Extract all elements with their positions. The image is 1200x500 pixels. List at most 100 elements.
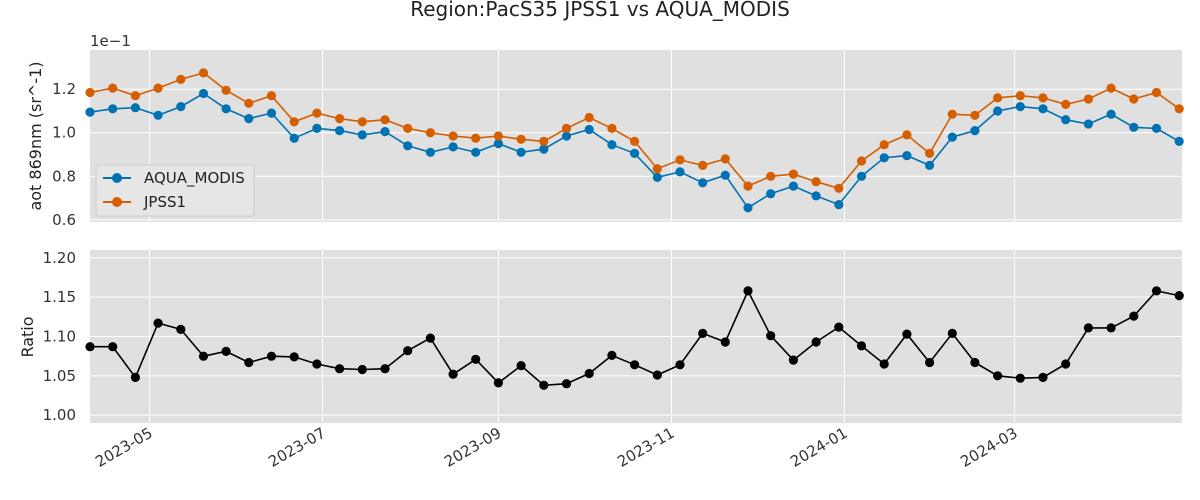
aqua-modis-point: [675, 167, 685, 177]
ratio-y-tick-label: 1.20: [43, 249, 76, 267]
jpss1-point: [698, 160, 708, 170]
aot-panel: 0.6 0.8 1.0 1.2 1e−1 aot 869nm (sr^-1) AQUA…: [26, 32, 1184, 229]
ratio-point: [834, 322, 844, 332]
jpss1-point: [607, 123, 617, 133]
ratio-point: [925, 357, 935, 368]
aqua-modis-point: [788, 181, 799, 191]
ratio-y-axis-label: Ratio: [18, 316, 37, 357]
jpss1-point: [1083, 94, 1093, 104]
ratio-point: [130, 372, 140, 382]
ratio-grid: [90, 250, 1182, 423]
ratio-point: [720, 337, 730, 347]
aqua-modis-point: [130, 103, 140, 113]
aqua-modis-point: [947, 132, 957, 142]
jpss1-point: [85, 87, 95, 98]
jpss1-point: [811, 177, 821, 187]
ratio-point: [561, 379, 572, 389]
aqua-modis-point: [720, 170, 730, 180]
legend: AQUA_MODIS JPSS1: [95, 164, 255, 217]
aqua-modis-point: [1083, 119, 1093, 129]
chart-title: Region:PacS35 JPSS1 vs AQUA_MODIS: [410, 0, 790, 21]
legend-aqua-modis-marker: [112, 173, 122, 183]
jpss1-point: [380, 115, 390, 125]
ratio-point: [1061, 359, 1071, 369]
aot-y-tick-label: 0.6: [52, 211, 76, 229]
x-tick-label: 2023-07: [265, 424, 328, 471]
jpss1-point: [788, 169, 799, 179]
ratio-point: [1151, 286, 1162, 296]
jpss1-point: [176, 74, 186, 84]
jpss1-point: [766, 171, 776, 181]
ratio-point: [85, 342, 95, 352]
jpss1-point: [1106, 83, 1116, 93]
aot-y-axis-label: aot 869nm (sr^-1): [26, 61, 45, 210]
ratio-point: [176, 324, 186, 334]
jpss1-point: [925, 148, 935, 158]
jpss1-point: [1151, 87, 1162, 98]
ratio-point: [1106, 323, 1116, 333]
aqua-modis-point: [1151, 123, 1162, 133]
aqua-modis-point: [539, 144, 549, 154]
ratio-point: [244, 357, 254, 368]
x-tick-label: 2024-01: [787, 424, 850, 471]
jpss1-point: [652, 164, 662, 174]
jpss1-point: [108, 83, 118, 93]
ratio-point: [675, 360, 685, 370]
aqua-modis-point: [153, 110, 163, 120]
aqua-modis-point: [198, 88, 209, 99]
aqua-modis-point: [403, 141, 413, 151]
aot-plot-background: [90, 50, 1182, 222]
jpss1-point: [516, 134, 526, 144]
aqua-modis-point: [312, 123, 322, 133]
aqua-modis-point: [380, 127, 390, 137]
jpss1-point: [425, 128, 435, 138]
aqua-modis-point: [425, 147, 435, 157]
ratio-point: [1129, 311, 1139, 321]
jpss1-point: [289, 117, 299, 127]
ratio-point: [335, 364, 345, 374]
ratio-y-ticks: 1.00 1.05 1.10 1.15 1.20: [43, 249, 76, 424]
aqua-modis-point: [1061, 115, 1071, 125]
ratio-point: [312, 359, 322, 369]
ratio-point: [902, 329, 912, 339]
ratio-point: [357, 364, 367, 375]
ratio-point: [584, 368, 594, 379]
aqua-modis-point: [221, 104, 231, 114]
aqua-modis-point: [925, 160, 935, 170]
aqua-modis-point: [879, 153, 889, 163]
aot-grid: [90, 50, 1182, 222]
aot-y-offset-label: 1e−1: [90, 32, 131, 50]
ratio-point: [1083, 323, 1093, 333]
ratio-point: [630, 360, 640, 370]
aot-y-tick-label: 1.2: [52, 80, 76, 98]
legend-aqua-modis-label: AQUA_MODIS: [144, 169, 245, 188]
aqua-modis-point: [244, 114, 254, 124]
aqua-modis-point: [1106, 109, 1116, 119]
jpss1-point: [902, 130, 912, 140]
ratio-point: [198, 351, 209, 361]
aqua-modis-point: [652, 172, 662, 182]
ratio-point: [153, 318, 163, 328]
jpss1-point: [493, 131, 503, 141]
jpss1-point: [630, 136, 640, 146]
aot-series: [85, 68, 1184, 213]
aqua-modis-point: [516, 147, 526, 157]
ratio-panel: 1.00 1.05 1.10 1.15 1.20 Ratio: [18, 249, 1184, 424]
ratio-y-tick-label: 1.15: [43, 288, 76, 306]
jpss1-point: [244, 98, 254, 108]
aot-y-tick-label: 0.8: [52, 167, 76, 185]
jpss1-point: [675, 155, 685, 165]
jpss1-point: [448, 131, 458, 141]
jpss1-point: [834, 183, 844, 193]
aqua-modis-point: [970, 126, 980, 136]
jpss1-point: [879, 140, 889, 150]
ratio-point: [403, 346, 413, 356]
aqua-modis-point: [1015, 102, 1025, 112]
ratio-point: [539, 380, 549, 390]
aqua-modis-point: [743, 203, 753, 213]
jpss1-point: [312, 108, 322, 118]
aqua-modis-point: [607, 140, 617, 150]
jpss1-point: [198, 68, 209, 78]
ratio-y-tick-label: 1.00: [43, 406, 76, 424]
